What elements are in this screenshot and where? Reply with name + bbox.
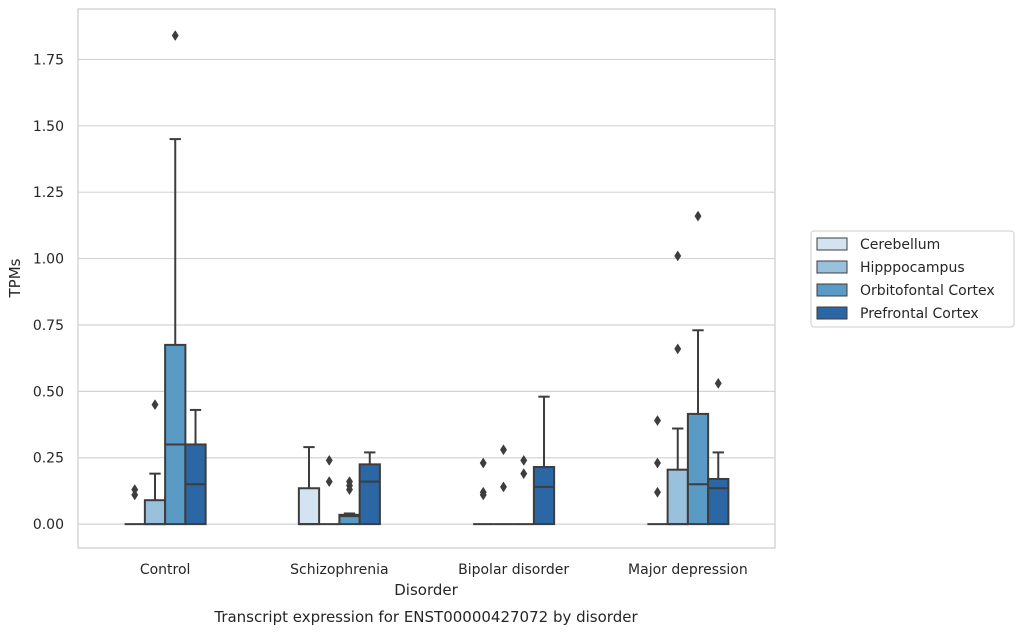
outlier-point [131,484,139,496]
outlier-point [694,210,702,222]
outlier-point [653,415,661,427]
y-tick-label: 0.00 [33,517,64,533]
box-group [319,454,340,526]
legend-swatch [816,237,848,251]
outlier-point [479,457,487,469]
outlier-point [520,468,528,480]
box-group [184,408,207,526]
outlier-point [500,481,507,493]
legend-swatch [816,260,848,274]
box-series [124,30,730,526]
box-group [532,395,556,526]
outlier-point [653,457,661,469]
box-group [647,415,668,526]
box-group [164,30,187,526]
box-group [513,454,534,526]
outlier-point [151,399,159,411]
legend-frame [810,230,1015,328]
box-group [666,250,689,526]
x-tick-label: Control [140,562,191,578]
box-body [707,477,730,526]
y-tick-label: 0.25 [33,451,64,467]
box-group [297,446,321,526]
box-body [358,463,381,526]
y-tick-label: 1.50 [33,119,64,135]
box-body [666,468,689,526]
outlier-point [325,454,333,466]
x-tick-labels: Control Schizophrenia Bipolar disorder Majo… [140,562,748,578]
box-group [358,451,381,526]
y-tick-label: 0.50 [33,384,64,400]
box-body [297,487,321,526]
y-tick-label: 1.00 [33,252,64,268]
outlier-point [520,454,528,466]
outlier-point [479,486,487,498]
outlier-point [346,476,353,488]
y-axis-label: TPMs [6,258,24,298]
box-group [493,444,514,526]
legend: Cerebellum Hipppocampus Orbitofontal Corte… [810,230,1015,328]
outlier-point [674,343,682,355]
box-group [338,476,361,526]
outlier-point [674,250,682,262]
legend-label: Prefrontal Cortex [860,306,979,322]
outlier-point [653,486,661,498]
legend-items: Cerebellum Hipppocampus Orbitofontal Corte… [816,237,995,322]
box-group [707,377,730,526]
legend-label: Cerebellum [860,237,940,253]
y-tick-labels: 0.00 0.25 0.50 0.75 1.00 1.25 1.50 1.75 [33,52,64,533]
box-group [686,210,710,526]
box-group [124,484,145,526]
x-tick-label: Major depression [628,562,748,578]
outlier-point [171,30,179,42]
outlier-point [325,476,333,488]
legend-label: Hipppocampus [860,260,965,276]
legend-swatch [816,283,848,297]
chart-caption: Transcript expression for ENST0000042707… [213,608,638,626]
x-tick-label: Bipolar disorder [458,562,569,578]
x-tick-label: Schizophrenia [290,562,388,578]
y-tick-label: 1.75 [33,52,64,68]
y-tick-label: 0.75 [33,318,64,334]
legend-label: Orbitofontal Cortex [860,283,995,299]
box-body [164,343,187,526]
x-axis-label: Disorder [394,581,458,599]
legend-swatch [816,306,848,320]
y-tick-label: 1.25 [33,185,64,201]
box-body [686,412,710,526]
box-body [143,499,167,526]
box-group [473,457,494,526]
outlier-point [714,377,722,389]
outlier-point [500,444,507,456]
box-body [532,466,556,526]
